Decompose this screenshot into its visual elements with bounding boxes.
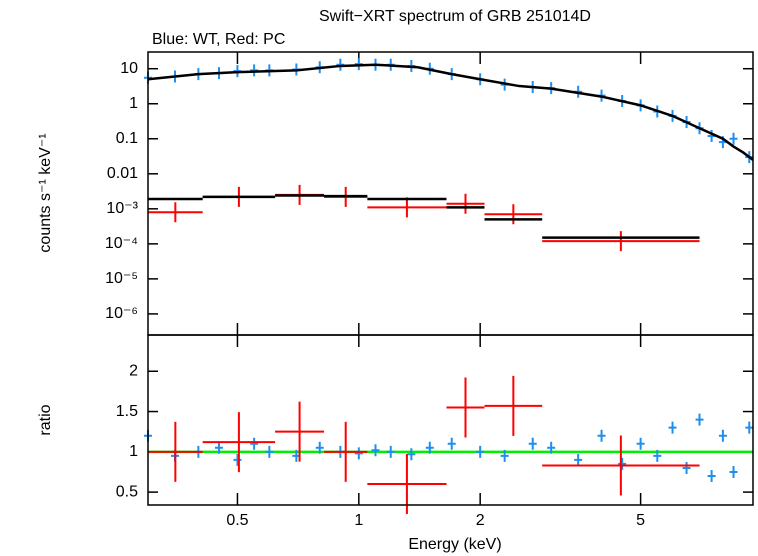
x-tick-label: 1 <box>354 512 363 529</box>
y-tick-label: 0.1 <box>116 130 138 147</box>
y-axis-label: ratio <box>37 404 54 435</box>
y-axis-label: counts s⁻¹ keV⁻¹ <box>37 133 54 252</box>
x-axis-label: Energy (keV) <box>408 536 501 553</box>
data-bin <box>202 412 276 473</box>
data-point <box>574 453 583 466</box>
y-tick-label: 1 <box>129 443 138 460</box>
model-line <box>147 63 754 161</box>
data-point <box>528 437 537 450</box>
data-point <box>476 445 485 458</box>
data-point <box>653 449 662 462</box>
data-bin <box>367 454 447 515</box>
data-point <box>745 421 754 434</box>
data-point <box>425 441 434 454</box>
data-bin <box>484 204 543 225</box>
data-bin <box>446 377 485 438</box>
data-point <box>265 445 274 458</box>
data-point <box>250 437 259 450</box>
y-tick-label: 10⁻⁴ <box>105 235 138 252</box>
data-point <box>729 132 738 145</box>
x-tick-label: 5 <box>636 512 645 529</box>
chart-subtitle: Blue: WT, Red: PC <box>152 31 285 48</box>
y-tick-label: 1.5 <box>116 403 138 420</box>
data-point <box>707 469 716 482</box>
chart-title: Swift−XRT spectrum of GRB 251014D <box>319 8 591 25</box>
y-tick-label: 10 <box>120 60 138 77</box>
data-point <box>682 461 691 474</box>
data-bin <box>446 193 485 214</box>
data-bin <box>275 401 325 462</box>
data-point <box>695 413 704 426</box>
y-tick-label: 0.5 <box>116 483 138 500</box>
data-point <box>214 441 223 454</box>
y-tick-label: 1 <box>129 95 138 112</box>
data-point <box>371 444 380 457</box>
data-point <box>668 421 677 434</box>
y-tick-label: 0.01 <box>107 165 138 182</box>
data-point <box>233 453 242 466</box>
data-point <box>718 429 727 442</box>
data-point <box>447 437 456 450</box>
data-bin <box>542 435 700 496</box>
y-tick-label: 10⁻⁵ <box>105 270 138 287</box>
data-point <box>407 448 416 461</box>
plot-frame <box>147 334 754 506</box>
data-point <box>315 441 324 454</box>
data-point <box>547 441 556 454</box>
data-point <box>636 437 645 450</box>
x-tick-label: 0.5 <box>226 512 248 529</box>
x-tick-label: 2 <box>476 512 485 529</box>
data-bin <box>484 375 543 436</box>
data-point <box>618 457 627 470</box>
y-tick-label: 10⁻⁶ <box>105 305 138 322</box>
data-point <box>500 449 509 462</box>
y-tick-label: 2 <box>129 362 138 379</box>
data-point <box>354 447 363 460</box>
data-point <box>729 465 738 478</box>
y-tick-label: 10⁻³ <box>106 200 138 217</box>
data-point <box>597 429 606 442</box>
data-bin <box>367 197 447 218</box>
data-bin <box>324 421 368 482</box>
data-point <box>386 445 395 458</box>
data-bin <box>542 231 700 252</box>
data-bin <box>148 421 203 482</box>
data-bin <box>148 202 203 223</box>
